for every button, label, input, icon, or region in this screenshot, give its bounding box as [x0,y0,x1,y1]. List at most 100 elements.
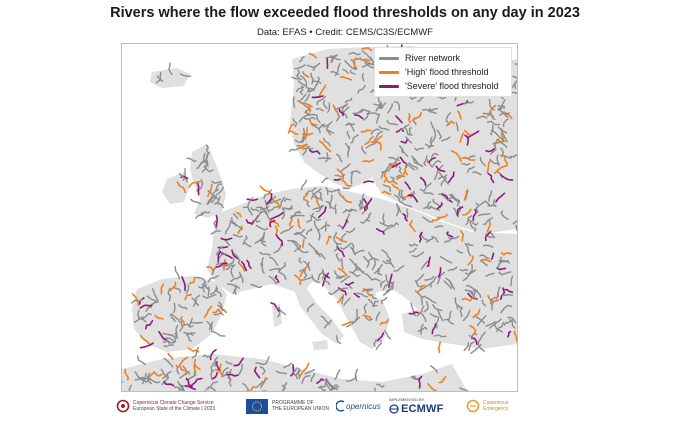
river-segment [254,380,264,388]
river-segment [340,275,351,283]
river-segment [488,190,493,202]
river-segment [472,171,482,176]
river-segment [169,313,176,323]
river-segment-high [339,76,353,81]
river-segment-high [411,111,422,121]
river-segment [445,277,455,290]
river-segment [185,284,190,294]
river-segment-high [147,371,156,378]
cems-text-1: Copernicus [483,400,509,406]
river-segment [252,219,261,223]
river-segment [298,257,302,264]
river-segment [448,235,460,240]
river-segment-high [461,156,476,161]
river-segment-severe [184,385,196,391]
river-segment [375,103,381,112]
river-segment [383,329,392,340]
river-segment [218,253,228,259]
river-segment-severe [499,174,514,181]
river-segment [179,73,192,77]
river-segment-severe [472,208,477,222]
river-segment [318,386,326,391]
river-segment-severe [317,206,327,219]
river-segment [433,334,447,338]
river-segment [343,297,351,307]
river-segment [141,313,152,320]
river-segment-high [193,364,197,375]
river-segment [160,368,168,378]
river-segment-severe [353,114,364,120]
river-segment [388,156,400,161]
river-segment [209,285,218,296]
river-segment-high [206,266,214,274]
river-segment [377,268,383,276]
river-segment [358,198,364,209]
river-segment [346,213,350,224]
river-segment [325,186,329,196]
river-segment-high [237,262,246,272]
river-segment [324,279,331,286]
river-segment [431,235,439,243]
river-segment-severe [507,330,512,338]
river-segment [165,337,176,343]
river-segment [485,272,495,277]
river-segment [260,377,267,387]
river-segment [264,199,270,213]
river-segment [334,287,349,293]
river-segment [268,205,280,212]
river-segment [317,229,321,241]
river-segment [302,127,306,142]
river-segment [359,203,368,210]
river-segment [215,288,222,298]
river-segment-severe [215,214,219,228]
river-segment [263,189,272,200]
river-segment [353,249,365,255]
river-segment [510,275,514,287]
river-segment [178,387,181,391]
river-segment [479,156,487,167]
river-segment [411,251,425,258]
river-segment [295,86,305,93]
river-segment-high [313,196,321,207]
legend-swatch-severe [379,84,399,88]
river-segment [147,372,152,385]
river-segment [287,240,300,247]
river-segment-high [293,274,302,286]
river-segment [479,254,490,260]
river-segment [262,356,270,366]
river-segment-severe [246,259,252,270]
river-segment [485,233,494,239]
river-segment [254,239,261,244]
river-segment-severe [275,234,284,247]
legend-label-river: River network [405,53,461,63]
river-segment [221,367,229,376]
river-segment [393,101,401,111]
river-segment [334,270,344,278]
river-segment-high [513,330,517,342]
river-segment [355,268,365,273]
river-segment [175,364,180,375]
copernicus-text: opernicus [346,401,381,411]
river-segment [401,147,409,158]
river-segment-high [391,183,399,190]
river-segment-severe [270,212,284,220]
river-segment-high [178,356,189,368]
river-segment [259,366,266,375]
river-segment [213,219,218,230]
river-segment [242,235,248,245]
river-segment [480,260,488,267]
river-segment [352,109,364,115]
river-segment [483,244,494,248]
river-segment [222,263,230,268]
river-segment [186,333,192,342]
river-segment [429,313,438,318]
river-segment [315,251,326,260]
river-segment [275,370,287,375]
river-segment [475,202,480,213]
river-segment [424,143,435,148]
river-segment [435,316,440,329]
river-segment-high [465,190,468,200]
river-segment [297,248,309,254]
river-segment [205,167,214,173]
river-segment [428,107,438,112]
